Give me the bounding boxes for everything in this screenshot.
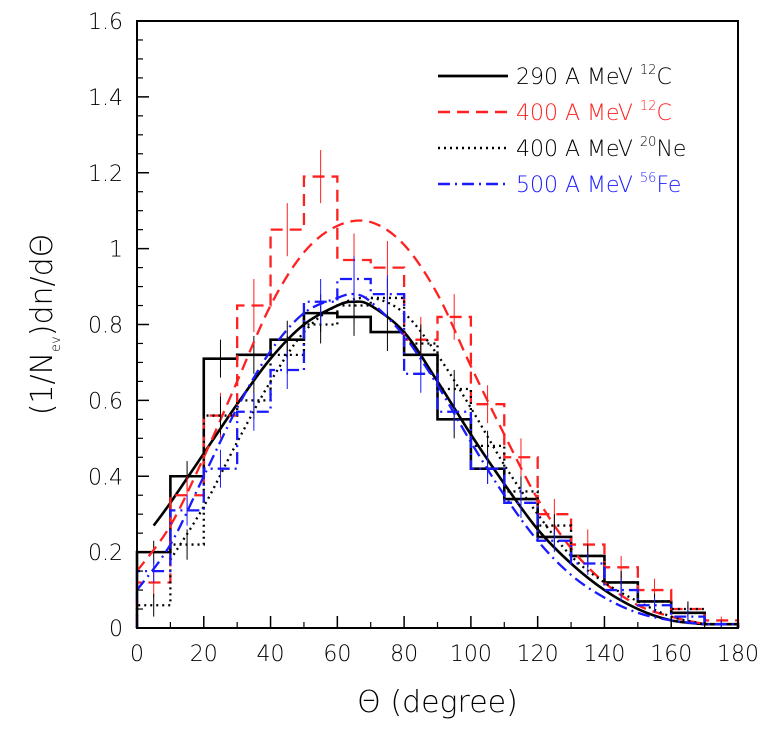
legend-label-prefix: 290 A MeV xyxy=(516,65,640,90)
y-axis-title-post: )dn/dΘ xyxy=(25,234,60,337)
x-tick-label: 20 xyxy=(190,642,218,667)
x-tick-label: 140 xyxy=(583,642,625,667)
x-axis-title: Θ (degree) xyxy=(357,685,518,720)
axes-layer: 0 20 40 60 80 100 120 140 160 180 0 0.2 0.4 0.6 0.8 1 1.… xyxy=(88,10,759,667)
x-tick-label: 120 xyxy=(517,642,559,667)
legend-label-isotope-mass: 56 xyxy=(640,171,657,186)
series-2-fit-curve xyxy=(169,296,705,626)
y-tick-label: 0.8 xyxy=(88,314,123,339)
legend-label-isotope-mass: 12 xyxy=(640,99,657,114)
legend-label-0: 290 A MeV 12C xyxy=(516,63,672,90)
series-1-fit-curve xyxy=(136,219,705,626)
y-axis-title: (1/Nev)dn/dΘ xyxy=(25,234,64,416)
legend-label-element: Fe xyxy=(656,173,681,198)
data-layer xyxy=(135,149,740,628)
y-axis-title-pre: (1/N xyxy=(25,352,60,415)
x-tick-label: 80 xyxy=(390,642,418,667)
y-tick-label: 1.6 xyxy=(88,10,123,35)
legend-label-prefix: 400 A MeV xyxy=(516,137,640,162)
legend-label-1: 400 A MeV 12C xyxy=(516,99,672,126)
series-3-histogram xyxy=(135,277,740,628)
x-tick-label: 60 xyxy=(323,642,351,667)
x-tick-label: 160 xyxy=(650,642,692,667)
series-0-histogram xyxy=(135,311,740,628)
legend-label-2: 400 A MeV 20Ne xyxy=(516,135,686,162)
y-axis-title-sub: ev xyxy=(49,336,64,352)
legend-label-element: Ne xyxy=(656,137,686,162)
series-3-fit-curve xyxy=(136,292,705,626)
y-tick-label: 1.2 xyxy=(88,162,123,187)
y-tick-label: 1.4 xyxy=(88,86,123,111)
legend-label-prefix: 400 A MeV xyxy=(516,101,640,126)
legend-label-isotope-mass: 12 xyxy=(640,63,657,78)
legend-label-element: C xyxy=(656,101,671,126)
y-tick-label: 1 xyxy=(109,238,123,263)
x-tick-label: 180 xyxy=(717,642,759,667)
legend-label-prefix: 500 A MeV xyxy=(516,173,640,198)
y-tick-label: 0.6 xyxy=(88,389,123,414)
series-0 xyxy=(135,294,740,628)
legend-label-3: 500 A MeV 56Fe xyxy=(516,171,681,198)
y-tick-label: 0.2 xyxy=(88,541,123,566)
legend-label-isotope-mass: 20 xyxy=(640,135,657,150)
legend-label-element: C xyxy=(656,65,671,90)
series-1-histogram xyxy=(135,175,740,628)
y-tick-label: 0 xyxy=(109,617,123,642)
y-tick-label: 0.4 xyxy=(88,465,123,490)
series-3 xyxy=(135,256,740,628)
x-tick-label: 0 xyxy=(130,642,144,667)
x-tick-label: 40 xyxy=(257,642,285,667)
series-2-histogram xyxy=(135,296,740,628)
x-tick-label: 100 xyxy=(450,642,492,667)
